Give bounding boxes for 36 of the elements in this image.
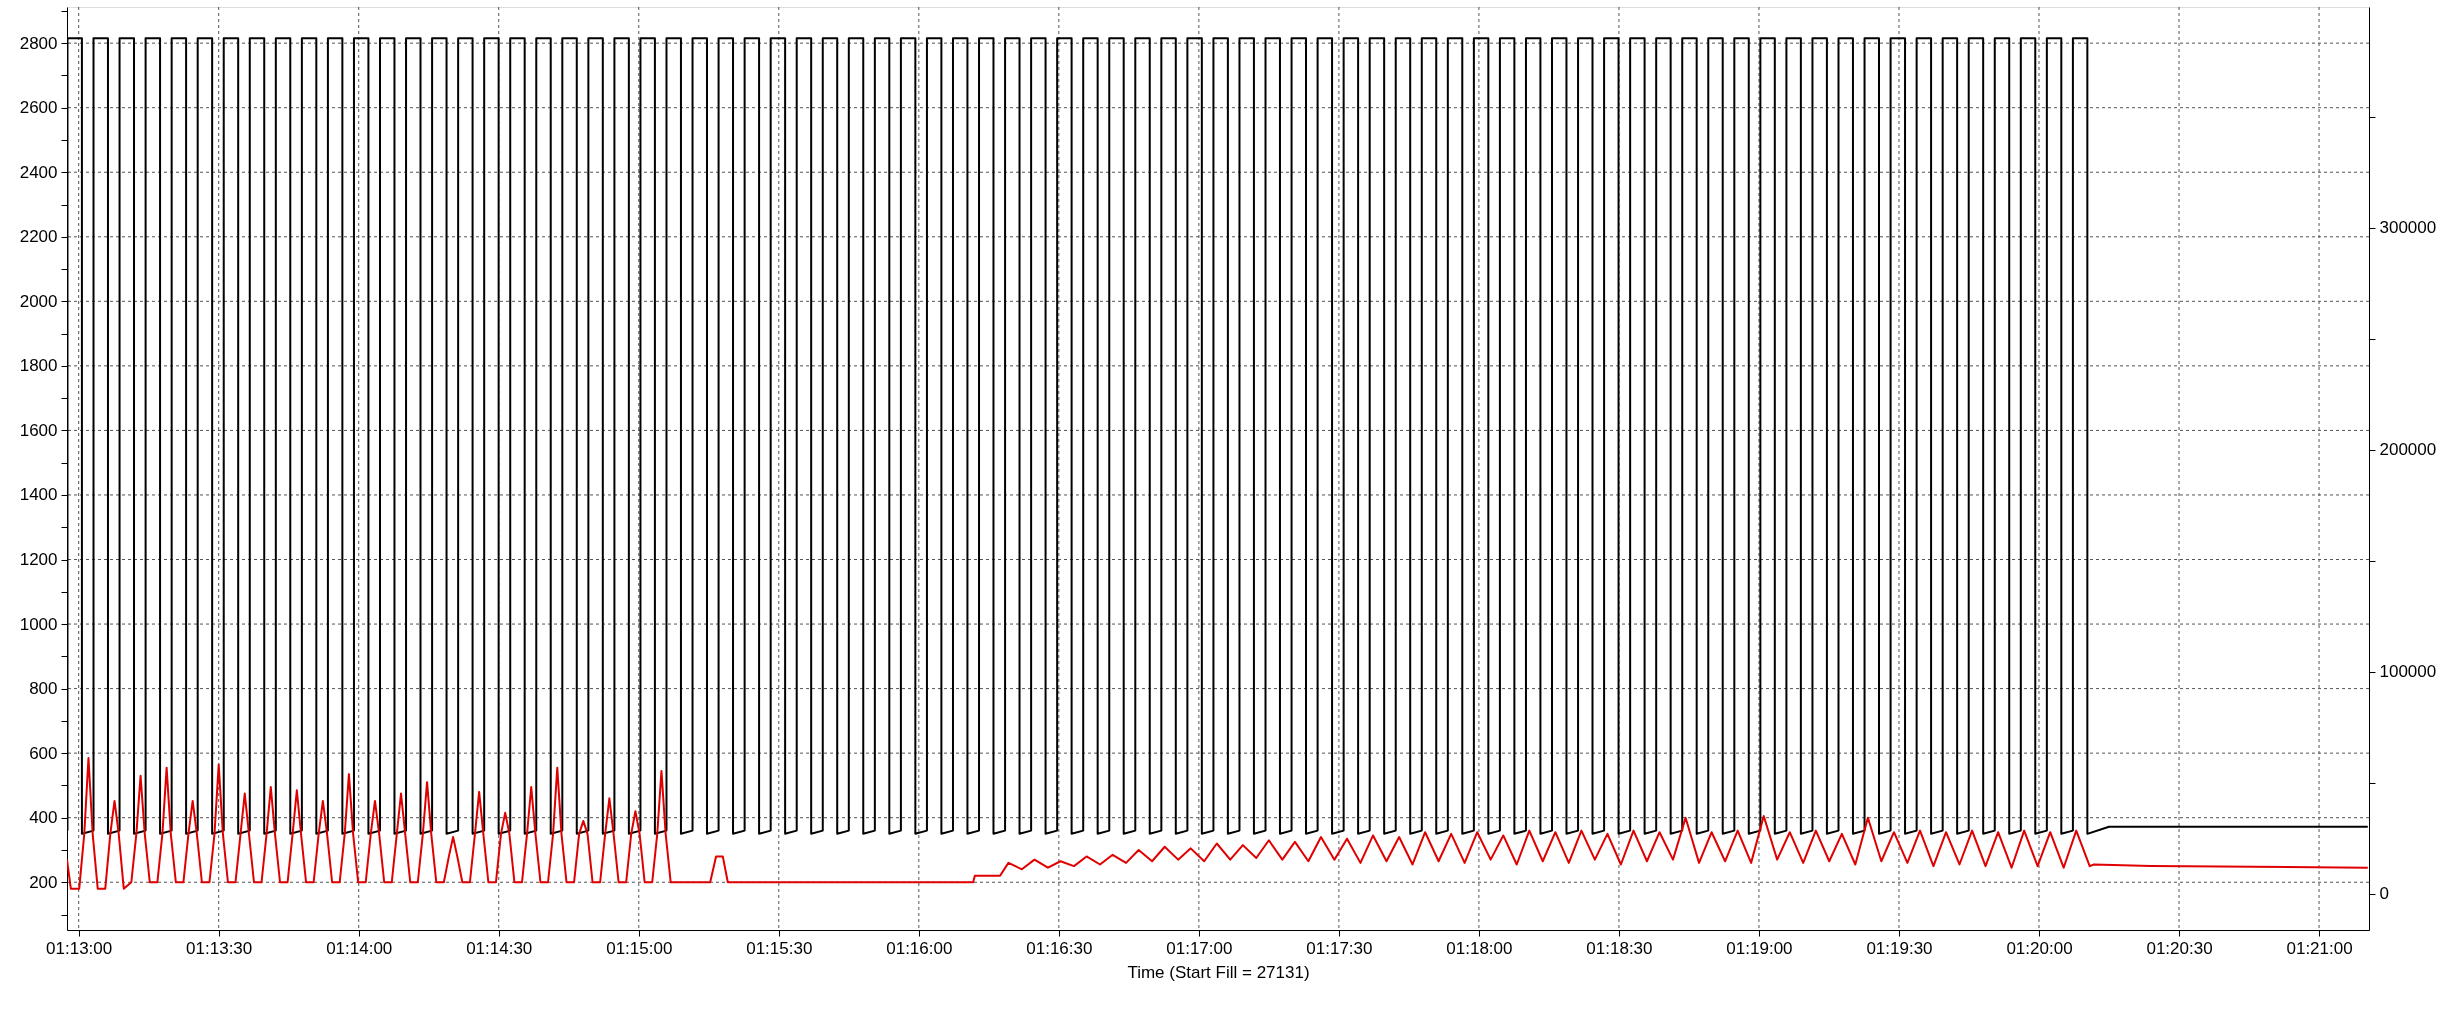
x-tick-label: 01:13:30	[186, 938, 253, 958]
y-tick-label: 400	[29, 808, 58, 828]
y-tick-label: 1400	[19, 485, 58, 505]
y-tick-label: 2600	[19, 98, 58, 118]
x-tick-label: 01:14:00	[326, 938, 393, 958]
x-tick-label: 01:13:00	[46, 938, 113, 958]
y-tick-label: 2400	[19, 162, 58, 182]
y-tick-label: 1800	[19, 356, 58, 376]
x-tick-label: 01:18:30	[1586, 938, 1653, 958]
x-tick-label: 01:16:30	[1026, 938, 1093, 958]
x-tick-label: 01:15:00	[606, 938, 673, 958]
x-tick-label: 01:17:00	[1166, 938, 1233, 958]
y-tick-label: 2800	[19, 33, 58, 53]
y2-tick-label: 0	[2379, 884, 2389, 904]
x-tick-label: 01:19:30	[1866, 938, 1933, 958]
x-axis-title: Time (Start Fill = 27131)	[1127, 962, 1310, 982]
x-tick-label: 01:21:00	[2286, 938, 2353, 958]
y-tick-label: 200	[29, 872, 58, 892]
y-tick-label: 600	[29, 743, 58, 763]
x-tick-label: 01:15:30	[746, 938, 813, 958]
x-tick-label: 01:19:00	[1726, 938, 1793, 958]
x-tick-label: 01:16:00	[886, 938, 953, 958]
y-tick-label: 1600	[19, 420, 58, 440]
x-tick-label: 01:18:00	[1446, 938, 1513, 958]
y-tick-label: 800	[29, 679, 58, 699]
y2-tick-label: 200000	[2379, 440, 2437, 460]
x-tick-label: 01:17:30	[1306, 938, 1373, 958]
y-tick-label: 2000	[19, 291, 58, 311]
y-tick-label: 1000	[19, 614, 58, 634]
x-tick-label: 01:14:30	[466, 938, 533, 958]
y-tick-label: 2200	[19, 227, 58, 247]
x-tick-label: 01:20:30	[2146, 938, 2213, 958]
y-tick-label: 1200	[19, 550, 58, 570]
x-tick-label: 01:20:00	[2006, 938, 2073, 958]
y2-tick-label: 300000	[2379, 218, 2437, 238]
y2-tick-label: 100000	[2379, 662, 2437, 682]
